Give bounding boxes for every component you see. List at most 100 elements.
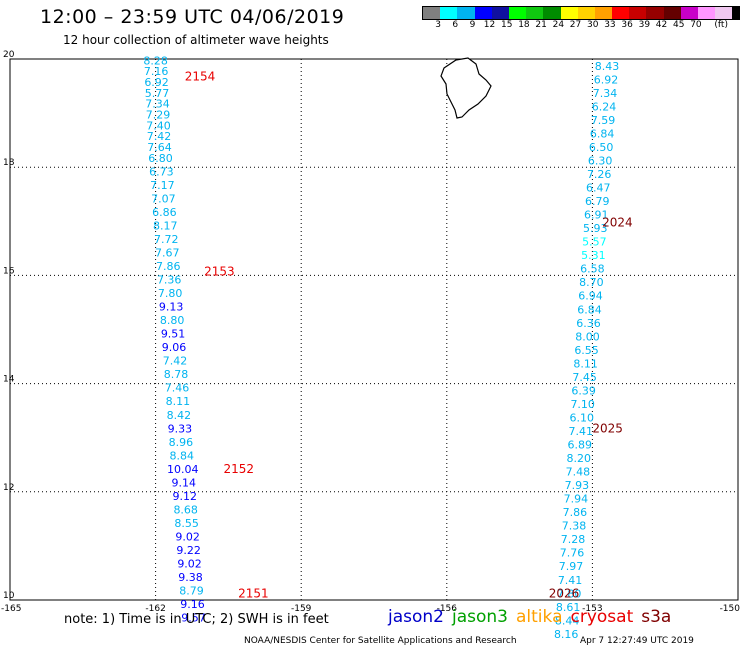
footer-credit: NOAA/NESDIS Center for Satellite Applica…: [244, 636, 517, 646]
color-scale-swatch: [698, 7, 716, 19]
wave-height-value: 8.28: [143, 54, 168, 67]
legend-item-jason3: jason3: [452, 607, 508, 627]
color-scale-swatch: [663, 7, 681, 19]
wave-height-value: 8.79: [179, 585, 204, 598]
wave-height-value: 7.86: [563, 506, 588, 519]
color-scale-swatch: [543, 7, 561, 19]
wave-height-value: 5.93: [583, 222, 608, 235]
wave-height-value: 7.38: [562, 520, 587, 533]
y-tick-label: 14: [3, 375, 15, 385]
pass-time-label: 2152: [224, 462, 255, 476]
color-scale-swatch: [508, 7, 527, 19]
wave-height-value: 7.34: [593, 87, 618, 100]
satellite-legend: jason2 jason3 altika cryosat s3a: [388, 607, 679, 627]
color-scale-label: 15: [501, 20, 513, 30]
wave-height-value: 9.12: [172, 490, 197, 503]
hawaii-island-coastline: [440, 57, 492, 119]
wave-height-value: 6.79: [585, 195, 610, 208]
color-scale-swatch: [440, 7, 458, 19]
color-scale-label: 36: [621, 20, 633, 30]
color-scale-label: 45: [673, 20, 685, 30]
wave-height-value: 8.61: [556, 601, 581, 614]
wave-height-value: 8.42: [167, 409, 192, 422]
color-scale-swatch: [732, 7, 740, 19]
wave-height-value: 6.84: [577, 303, 602, 316]
x-tick-label: -162: [145, 604, 165, 614]
wave-height-value: 7.48: [566, 466, 591, 479]
color-scale-label: 3: [435, 20, 441, 30]
wave-height-value: 7.40: [146, 119, 171, 132]
wave-height-value: 9.33: [168, 422, 193, 435]
color-scale-label: 33: [604, 20, 616, 30]
wave-height-value: 8.70: [579, 276, 604, 289]
wave-height-value: 10.04: [167, 463, 199, 476]
color-scale-swatch: [457, 7, 475, 19]
wave-height-value: 8.00: [575, 330, 600, 343]
wave-height-value: 6.86: [152, 206, 177, 219]
wave-height-value: 7.86: [156, 260, 181, 273]
wave-height-value: 7.41: [569, 425, 594, 438]
wave-height-value: 8.68: [173, 503, 198, 516]
wave-height-value: 6.50: [589, 141, 614, 154]
wave-height-value: 7.80: [557, 587, 582, 600]
wave-height-value: 9.02: [177, 558, 202, 571]
x-tick-label: -153: [582, 604, 602, 614]
wave-height-value: 8.55: [174, 517, 199, 530]
wave-height-value: 7.67: [155, 246, 180, 259]
y-tick-label: 10: [3, 591, 15, 601]
color-scale-unit: (ft): [714, 20, 728, 30]
wave-height-value: 5.77: [145, 87, 170, 100]
wave-height-value: 6.91: [584, 209, 609, 222]
map-subtitle: 12 hour collection of altimeter wave hei…: [63, 33, 329, 47]
color-scale-swatch: [629, 7, 647, 19]
wave-height-value: 7.97: [559, 560, 584, 573]
wave-height-value: 7.94: [564, 493, 589, 506]
color-scale-label: 24: [552, 20, 565, 30]
wave-height-value: 9.22: [176, 544, 201, 557]
wave-height-value: 8.43: [595, 60, 620, 73]
y-tick-label: 18: [3, 158, 15, 168]
wave-height-value: 6.39: [571, 384, 596, 397]
wave-height-value: 7.07: [151, 192, 176, 205]
wave-height-value: 5.31: [581, 249, 606, 262]
color-scale-label: 30: [587, 20, 599, 30]
wave-height-value: 9.02: [175, 530, 200, 543]
wave-height-value: 6.55: [574, 344, 599, 357]
wave-height-value: 8.11: [166, 395, 191, 408]
wave-height-value: 8.84: [170, 449, 195, 462]
color-scale-swatch: [474, 7, 492, 19]
x-tick-label: -159: [291, 604, 312, 614]
wave-height-value: 6.92: [594, 73, 619, 86]
pass-time-label: 2026: [549, 586, 580, 600]
wave-height-value: 6.30: [588, 154, 613, 167]
units-note: note: 1) Time is in UTC; 2) SWH is in fe…: [64, 612, 329, 627]
legend-item-cryosat: cryosat: [570, 607, 634, 627]
altimeter-passes: 8.287.166.925.777.347.297.407.427.646.80…: [143, 54, 632, 640]
color-scale-label: 18: [518, 20, 530, 30]
wave-height-value: 6.47: [586, 182, 611, 195]
wave-height-value: 6.36: [576, 317, 601, 330]
wave-height-value: 7.93: [565, 479, 590, 492]
color-scale-label: 70: [690, 20, 702, 30]
y-tick-label: 16: [3, 266, 15, 276]
color-scale-label: 39: [638, 20, 651, 30]
wave-height-value: 9.14: [171, 476, 196, 489]
wave-height-value: 6.84: [590, 127, 615, 140]
wave-height-value: 7.42: [163, 355, 188, 368]
color-scale-label: 42: [655, 20, 668, 30]
color-scale-swatch: [577, 7, 595, 19]
color-scale-labels: 3 6 9 12 15 18 21 24 27 30 33 36 39 42 45 70 (ft): [422, 20, 740, 34]
wave-height-value: 7.59: [591, 114, 616, 127]
wave-height-value: 6.80: [148, 152, 173, 165]
pass-time-label: 2025: [592, 421, 623, 435]
color-scale-label: 21: [535, 20, 547, 30]
wave-height-value: 8.96: [169, 436, 194, 449]
wave-height-value: 9.13: [159, 301, 184, 314]
wave-height-value: 6.89: [568, 439, 593, 452]
x-tick-label: -150: [720, 604, 740, 614]
color-scale-swatch: [680, 7, 698, 19]
x-tick-label: -156: [437, 604, 458, 614]
wave-height-value: 9.06: [162, 341, 187, 354]
wave-height-value: 7.28: [561, 533, 586, 546]
